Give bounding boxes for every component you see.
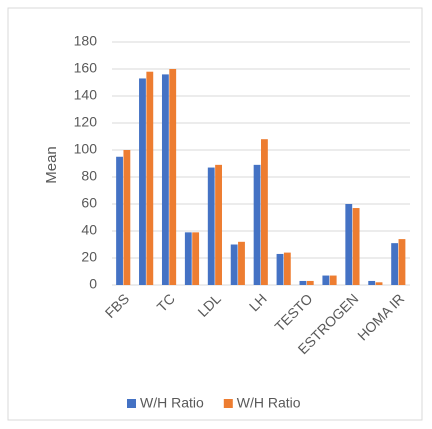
bar [261, 139, 268, 285]
bar [116, 156, 123, 285]
y-tick-label: 80 [81, 168, 97, 184]
y-tick-label: 60 [81, 195, 97, 211]
y-axis-label: Mean [43, 146, 60, 184]
bar [276, 253, 284, 285]
bar [230, 244, 238, 285]
bar [306, 280, 314, 285]
legend-swatch [127, 399, 136, 408]
bar [169, 69, 177, 285]
bar [352, 208, 360, 285]
legend-label: W/H Ratio [140, 395, 204, 411]
bar [146, 71, 154, 285]
bar [215, 164, 222, 285]
y-tick-label: 40 [81, 222, 97, 238]
chart-border [7, 7, 423, 421]
bar [375, 282, 383, 285]
bar [398, 239, 406, 285]
bar [139, 78, 146, 285]
bar [238, 241, 245, 285]
bar [192, 232, 200, 285]
bar [207, 167, 215, 285]
bar [299, 280, 307, 285]
bar [184, 232, 192, 285]
y-tick-label: 160 [74, 60, 98, 76]
bar [283, 252, 291, 285]
bar [322, 275, 330, 285]
y-tick-label: 120 [74, 114, 98, 130]
bar [391, 243, 399, 285]
legend-swatch [223, 399, 233, 408]
legend-label: W/H Ratio [237, 395, 301, 411]
bar [345, 204, 353, 285]
bar [368, 280, 376, 285]
y-tick-label: 0 [89, 276, 97, 292]
y-tick-label: 180 [74, 33, 98, 49]
bar [329, 275, 337, 285]
bar [253, 164, 261, 285]
bar [123, 150, 131, 285]
y-tick-label: 20 [81, 249, 97, 265]
y-tick-label: 100 [74, 141, 98, 157]
bar [161, 74, 169, 286]
y-tick-label: 140 [74, 87, 98, 103]
